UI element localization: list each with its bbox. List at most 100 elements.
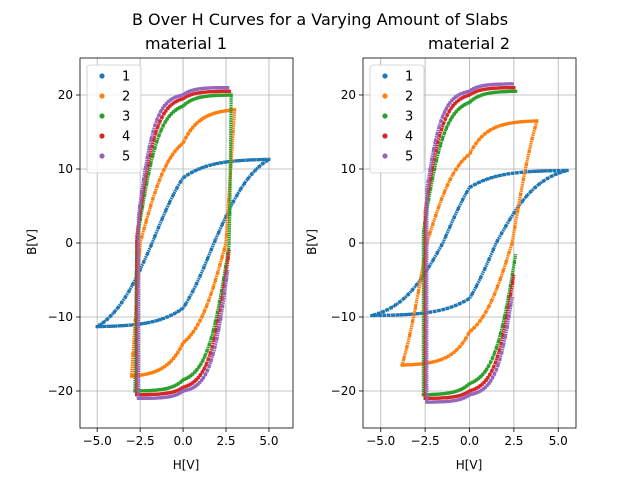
data-point	[160, 173, 164, 177]
data-point	[200, 370, 204, 374]
data-point	[464, 90, 469, 94]
data-point	[200, 90, 204, 95]
data-point	[209, 359, 213, 363]
data-point	[206, 256, 210, 261]
data-point	[427, 265, 431, 269]
data-point	[153, 388, 158, 392]
data-point	[198, 380, 202, 385]
data-point	[166, 391, 171, 395]
data-point	[191, 88, 195, 92]
data-point	[434, 158, 439, 162]
data-point	[484, 83, 489, 87]
data-point	[143, 321, 147, 325]
data-point	[440, 243, 444, 247]
data-point	[158, 367, 162, 371]
legend-marker	[382, 153, 388, 159]
legend-marker	[382, 113, 388, 119]
data-point	[149, 137, 153, 141]
data-point	[501, 269, 505, 273]
data-point	[425, 393, 429, 397]
data-point	[166, 159, 170, 163]
data-point	[503, 82, 507, 86]
data-point	[509, 303, 513, 307]
data-point	[153, 123, 157, 127]
data-point	[492, 292, 497, 296]
data-point	[211, 285, 215, 289]
data-point	[431, 396, 435, 400]
data-point	[456, 107, 460, 112]
data-point	[178, 347, 182, 351]
data-point	[497, 86, 501, 90]
data-point	[490, 299, 494, 303]
data-point	[483, 87, 487, 91]
data-point	[224, 109, 228, 113]
data-point	[496, 339, 501, 343]
data-point	[173, 108, 178, 112]
chart-panel-material-2: material 2 −5.0 −2.5 0.0 2.5 5.0 −20 −10 0 10 20 1…	[305, 34, 577, 472]
data-point	[196, 91, 200, 95]
data-point	[241, 158, 245, 162]
data-point	[440, 396, 444, 400]
data-point	[427, 392, 431, 397]
data-point	[180, 389, 185, 394]
data-point	[443, 356, 448, 360]
data-point	[512, 211, 516, 215]
data-point	[185, 90, 190, 94]
data-point	[95, 325, 99, 329]
data-point	[171, 356, 176, 360]
data-point	[182, 139, 186, 144]
data-point	[474, 141, 478, 145]
data-point	[187, 89, 192, 93]
data-point	[264, 159, 269, 163]
data-point	[222, 86, 226, 90]
data-point	[494, 345, 499, 349]
data-point	[145, 155, 149, 159]
y-tick-label: 20	[341, 88, 356, 102]
data-point	[479, 84, 483, 88]
data-point	[483, 370, 487, 374]
data-point	[178, 387, 183, 391]
data-point	[165, 117, 169, 121]
data-point	[491, 248, 495, 252]
data-point	[174, 383, 178, 387]
data-point	[145, 389, 149, 393]
data-point	[162, 391, 167, 396]
data-point	[147, 171, 151, 176]
data-point	[505, 315, 509, 319]
data-point	[537, 182, 541, 186]
data-point	[500, 324, 505, 328]
data-point	[457, 163, 461, 167]
data-point	[486, 376, 490, 380]
data-point	[490, 176, 494, 180]
data-layer	[370, 82, 569, 404]
legend-marker	[382, 133, 388, 139]
data-point	[489, 86, 493, 91]
data-point	[413, 305, 418, 309]
data-point	[154, 369, 158, 373]
data-point	[160, 392, 165, 396]
data-point	[434, 396, 439, 400]
data-point	[167, 114, 171, 118]
data-point	[507, 314, 511, 318]
data-point	[139, 393, 143, 397]
data-point	[188, 382, 192, 386]
data-point	[448, 395, 452, 399]
data-point	[140, 373, 145, 377]
data-point	[145, 392, 149, 397]
data-point	[227, 93, 231, 97]
data-point	[499, 342, 503, 346]
data-point	[163, 120, 167, 124]
data-point	[472, 97, 476, 101]
data-point	[514, 89, 518, 93]
data-point	[180, 386, 184, 390]
data-point	[492, 90, 496, 95]
legend-label: 1	[405, 70, 413, 85]
data-point	[500, 90, 504, 94]
data-point	[164, 101, 169, 106]
data-point	[455, 348, 459, 352]
data-point	[552, 169, 557, 173]
data-point	[202, 265, 206, 269]
data-point	[196, 382, 200, 386]
figure-suptitle: B Over H Curves for a Varying Amount of …	[132, 10, 508, 29]
data-point	[267, 157, 271, 161]
